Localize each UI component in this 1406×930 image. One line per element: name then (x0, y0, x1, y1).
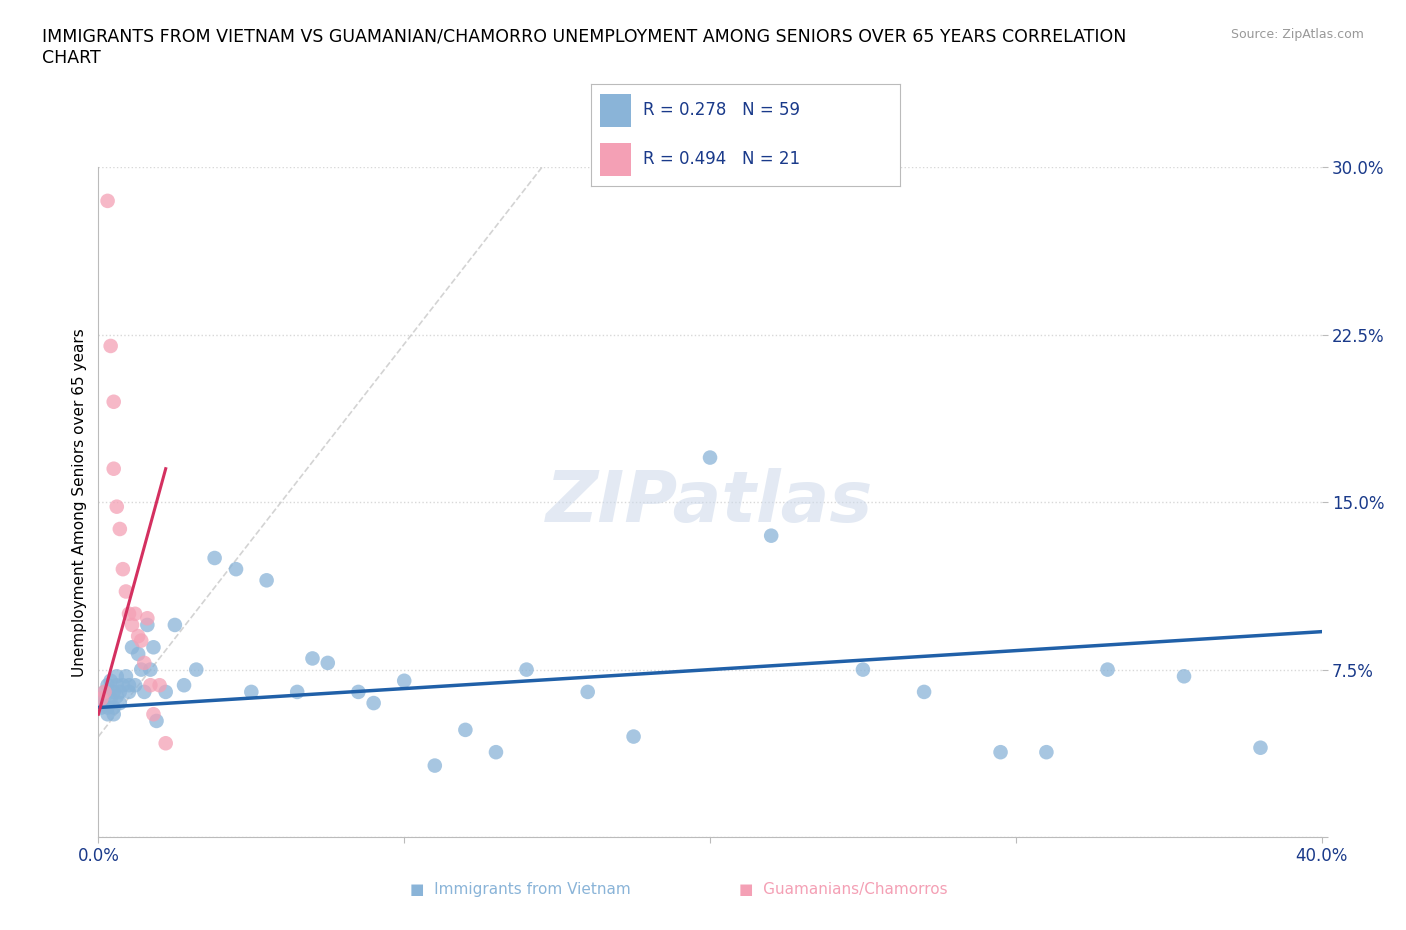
Point (90, 691, 112, 706)
Point (100, 339, 122, 353)
Point (105, 678, 128, 693)
Point (485, 745, 508, 760)
Point (155, 684, 177, 699)
Point (129, 633, 152, 648)
Point (240, 684, 263, 699)
Point (256, 573, 278, 588)
Point (127, 629, 149, 644)
Point (363, 696, 385, 711)
Point (759, 528, 782, 543)
Point (155, 736, 177, 751)
Point (1173, 669, 1195, 684)
Point (97, 700, 120, 715)
Text: ZIPatlas: ZIPatlas (547, 468, 873, 537)
Point (699, 450, 721, 465)
Point (115, 669, 138, 684)
Point (516, 662, 538, 677)
Point (121, 640, 143, 655)
Point (139, 662, 162, 677)
Point (173, 678, 195, 693)
Point (108, 696, 131, 711)
Point (103, 707, 125, 722)
Point (118, 678, 141, 693)
Point (103, 461, 125, 476)
Point (134, 656, 156, 671)
Point (108, 684, 131, 699)
Text: Source: ZipAtlas.com: Source: ZipAtlas.com (1230, 28, 1364, 41)
Point (301, 651, 323, 666)
Point (105, 499, 128, 514)
Point (136, 611, 159, 626)
Point (103, 684, 125, 699)
Point (121, 618, 143, 632)
Point (97, 678, 120, 693)
Point (454, 723, 477, 737)
Text: IMMIGRANTS FROM VIETNAM VS GUAMANIAN/CHAMORRO UNEMPLOYMENT AMONG SENIORS OVER 65: IMMIGRANTS FROM VIETNAM VS GUAMANIAN/CHA… (42, 28, 1126, 67)
Point (118, 684, 141, 699)
Point (103, 394, 125, 409)
Point (186, 662, 208, 677)
Point (129, 662, 152, 677)
Point (93, 696, 115, 711)
Point (105, 669, 128, 684)
Text: ■  Immigrants from Vietnam: ■ Immigrants from Vietnam (409, 883, 631, 897)
Point (316, 656, 339, 671)
Point (423, 758, 446, 773)
Bar (600, 143, 631, 176)
Point (97, 707, 120, 722)
Point (136, 618, 159, 632)
Point (1249, 740, 1271, 755)
Text: ■  Guamanians/Chamorros: ■ Guamanians/Chamorros (740, 883, 948, 897)
Text: R = 0.278   N = 59: R = 0.278 N = 59 (643, 101, 800, 119)
Point (90, 691, 112, 706)
Point (93, 684, 115, 699)
Point (142, 707, 165, 722)
Point (90, 700, 112, 715)
Point (93, 684, 115, 699)
Text: R = 0.494   N = 21: R = 0.494 N = 21 (643, 151, 800, 168)
Point (142, 640, 165, 655)
Point (124, 678, 146, 693)
Point (149, 678, 172, 693)
Point (100, 673, 122, 688)
Point (347, 684, 370, 699)
Y-axis label: Unemployment Among Seniors over 65 years: Unemployment Among Seniors over 65 years (72, 328, 87, 677)
Point (204, 551, 226, 565)
Point (852, 662, 875, 677)
Point (115, 584, 138, 599)
Point (111, 562, 134, 577)
Point (108, 522, 131, 537)
Point (990, 745, 1012, 760)
Point (285, 684, 308, 699)
Point (124, 606, 146, 621)
Point (118, 606, 141, 621)
Point (912, 684, 935, 699)
Point (97, 193, 120, 208)
Point (111, 678, 134, 693)
Point (392, 673, 416, 688)
Point (1097, 662, 1119, 677)
Point (134, 684, 156, 699)
Point (163, 618, 186, 632)
Point (127, 646, 149, 661)
Point (100, 691, 122, 706)
Point (145, 713, 167, 728)
Point (576, 684, 599, 699)
Point (225, 562, 247, 577)
Point (105, 689, 128, 704)
Point (103, 700, 125, 715)
Point (1035, 745, 1057, 760)
Bar (600, 94, 631, 126)
Point (139, 678, 162, 693)
Point (623, 729, 645, 744)
